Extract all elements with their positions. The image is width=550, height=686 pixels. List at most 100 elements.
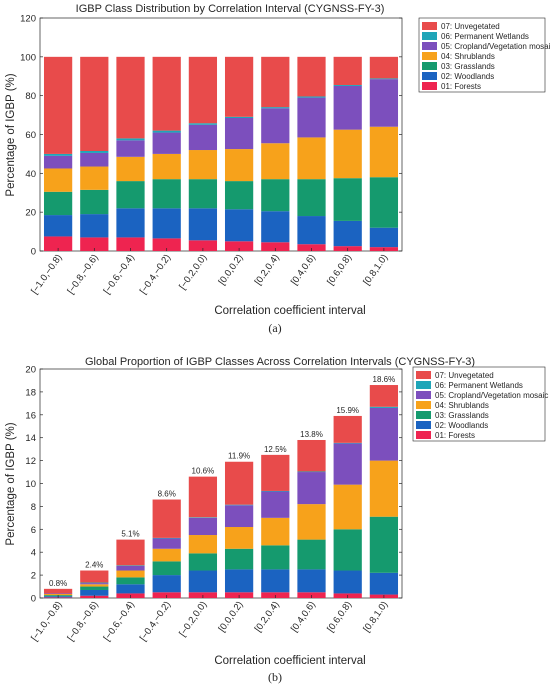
chart-a-ytick-label: 120: [20, 14, 36, 25]
chart-a-bar-segment: [188, 179, 218, 209]
chart-a-bar-segment: [80, 237, 109, 251]
chart-b-bar-segment: [261, 545, 290, 570]
chart-a-legend-swatch: [422, 72, 437, 80]
chart-b-xtick-label: [0.8,1.0): [361, 599, 390, 634]
chart-a-bar-segment: [80, 56, 109, 152]
chart-a-bar-segment: [116, 138, 145, 141]
chart-a-xtick-label: [−0.6,−0.4): [102, 252, 137, 296]
chart-b-legend-box: [412, 366, 546, 442]
chart-b-bar-segment: [188, 517, 218, 536]
chart-b-bar-segment: [261, 454, 290, 491]
chart-a-bar-segment: [80, 214, 109, 238]
chart-a-bar-segment: [224, 209, 254, 242]
chart-b-bar-segment: [369, 407, 399, 461]
chart-b-bar-segment: [43, 593, 73, 594]
chart-b-data-label: 8.6%: [158, 490, 176, 499]
chart-a-bar-segment: [369, 79, 399, 127]
chart-a-legend-swatch: [422, 42, 437, 50]
chart-b-bar-segment: [80, 570, 109, 583]
chart-b-bar-segment: [369, 572, 399, 595]
chart-a-bar-segment: [80, 151, 109, 153]
chart-a-bar-segment: [152, 179, 181, 209]
chart-b-xlabel: Correlation coefficient interval: [214, 655, 365, 667]
chart-b-bar-segment: [297, 504, 326, 540]
chart-b-bar-segment: [116, 565, 145, 566]
chart-a-legend-label: 04: Shrublands: [441, 52, 495, 61]
chart-a-bar-segment: [297, 137, 326, 180]
panel-a: IGBP Class Distribution by Correlation I…: [5, 3, 550, 335]
chart-a-bar-segment: [116, 208, 145, 238]
chart-a-xtick-label: [0.8,1.0): [361, 252, 390, 287]
chart-a-ytick-label: 80: [25, 91, 36, 102]
chart-a-bar-segment: [261, 211, 290, 243]
chart-b-xtick-label: [0.4,0.6): [289, 599, 318, 634]
chart-b-bar-segment: [116, 565, 145, 571]
chart-a-bar-segment: [224, 116, 254, 118]
chart-a-bar-segment: [116, 56, 145, 139]
chart-a-bar-segment: [43, 153, 73, 156]
chart-b-ytick-label: 14: [25, 433, 36, 444]
chart-b-bar-segment: [224, 505, 254, 528]
chart-a-xtick-label: [−0.4,−0.2): [138, 252, 173, 296]
chart-a-legend-label: 03: Grasslands: [441, 62, 495, 71]
chart-a-bar-segment: [224, 149, 254, 182]
panel-label-a: (a): [268, 321, 281, 335]
chart-b-bar-segment: [188, 476, 218, 518]
chart-b-data-label: 12.5%: [264, 445, 287, 454]
chart-a-legend-swatch: [422, 52, 437, 60]
chart-b-xtick-label: [−0.4,−0.2): [138, 599, 173, 643]
chart-a-bar-segment: [297, 56, 326, 97]
chart-b-legend-swatch: [416, 411, 431, 419]
chart-b-bar-segment: [224, 461, 254, 505]
chart-b-bar-segment: [369, 385, 399, 407]
chart-b-bar-segment: [261, 517, 290, 546]
chart-b-bar-segment: [188, 570, 218, 593]
chart-b-ytick-label: 16: [25, 410, 36, 421]
panel-b: Global Proportion of IGBP Classes Across…: [5, 356, 548, 684]
chart-a-xtick-label: [0.6,0.8): [325, 252, 354, 287]
chart-b-data-label: 10.6%: [192, 467, 215, 476]
chart-a-bar-segment: [152, 208, 181, 239]
chart-b-ytick-label: 12: [25, 456, 36, 467]
chart-b-bar-segment: [43, 593, 73, 596]
chart-a-xtick-label: [−1.0,−0.8): [29, 252, 64, 296]
chart-a-bar-segment: [369, 78, 399, 80]
chart-a-bar-segment: [43, 155, 73, 169]
chart-b-xtick-label: [−0.6,−0.4): [102, 599, 137, 643]
chart-a-bar-segment: [43, 191, 73, 216]
chart-b-bar-segment: [333, 442, 362, 444]
chart-a-bar-segment: [43, 236, 73, 251]
chart-b-ytick-label: 18: [25, 387, 36, 398]
chart-a-bar-segment: [152, 238, 181, 251]
chart-a-bar-segment: [333, 178, 362, 221]
chart-b-xtick-label: [0.2,0.4): [253, 599, 282, 634]
chart-b-bar-segment: [152, 538, 181, 549]
chart-a-bar-segment: [369, 126, 399, 178]
chart-b-bar-segment: [188, 553, 218, 571]
chart-a-legend-box: [418, 17, 546, 93]
chart-b-bar-segment: [369, 406, 399, 408]
chart-b-bar-segment: [297, 539, 326, 570]
chart-a-bar-segment: [152, 130, 181, 133]
chart-a-xtick-label: [0.4,0.6): [289, 252, 318, 287]
chart-b-legend-label: 05: Cropland/Vegetation mosaic: [435, 391, 548, 400]
chart-b-bar-segment: [297, 439, 326, 472]
chart-a-bar-segment: [261, 242, 290, 251]
chart-a-bar-segment: [261, 143, 290, 180]
chart-a-bar-segment: [80, 152, 109, 167]
chart-a-bar-segment: [116, 237, 145, 251]
chart-b-legend-swatch: [416, 371, 431, 379]
chart-b-bar-segment: [224, 569, 254, 593]
chart-b-data-label: 13.8%: [300, 430, 323, 439]
chart-a-bar-segment: [297, 97, 326, 138]
chart-a-bar-segment: [80, 189, 109, 215]
chart-b-data-label: 2.4%: [85, 561, 103, 570]
chart-b-legend-label: 02: Woodlands: [435, 421, 488, 430]
chart-a-bar-segment: [261, 107, 290, 109]
chart-a-bar-segment: [333, 220, 362, 247]
chart-b-bar-segment: [80, 589, 109, 596]
chart-b-bar-segment: [116, 570, 145, 578]
chart-a-bar-segment: [224, 241, 254, 251]
chart-a-legend-swatch: [422, 22, 437, 30]
chart-b-bar-segment: [261, 569, 290, 593]
